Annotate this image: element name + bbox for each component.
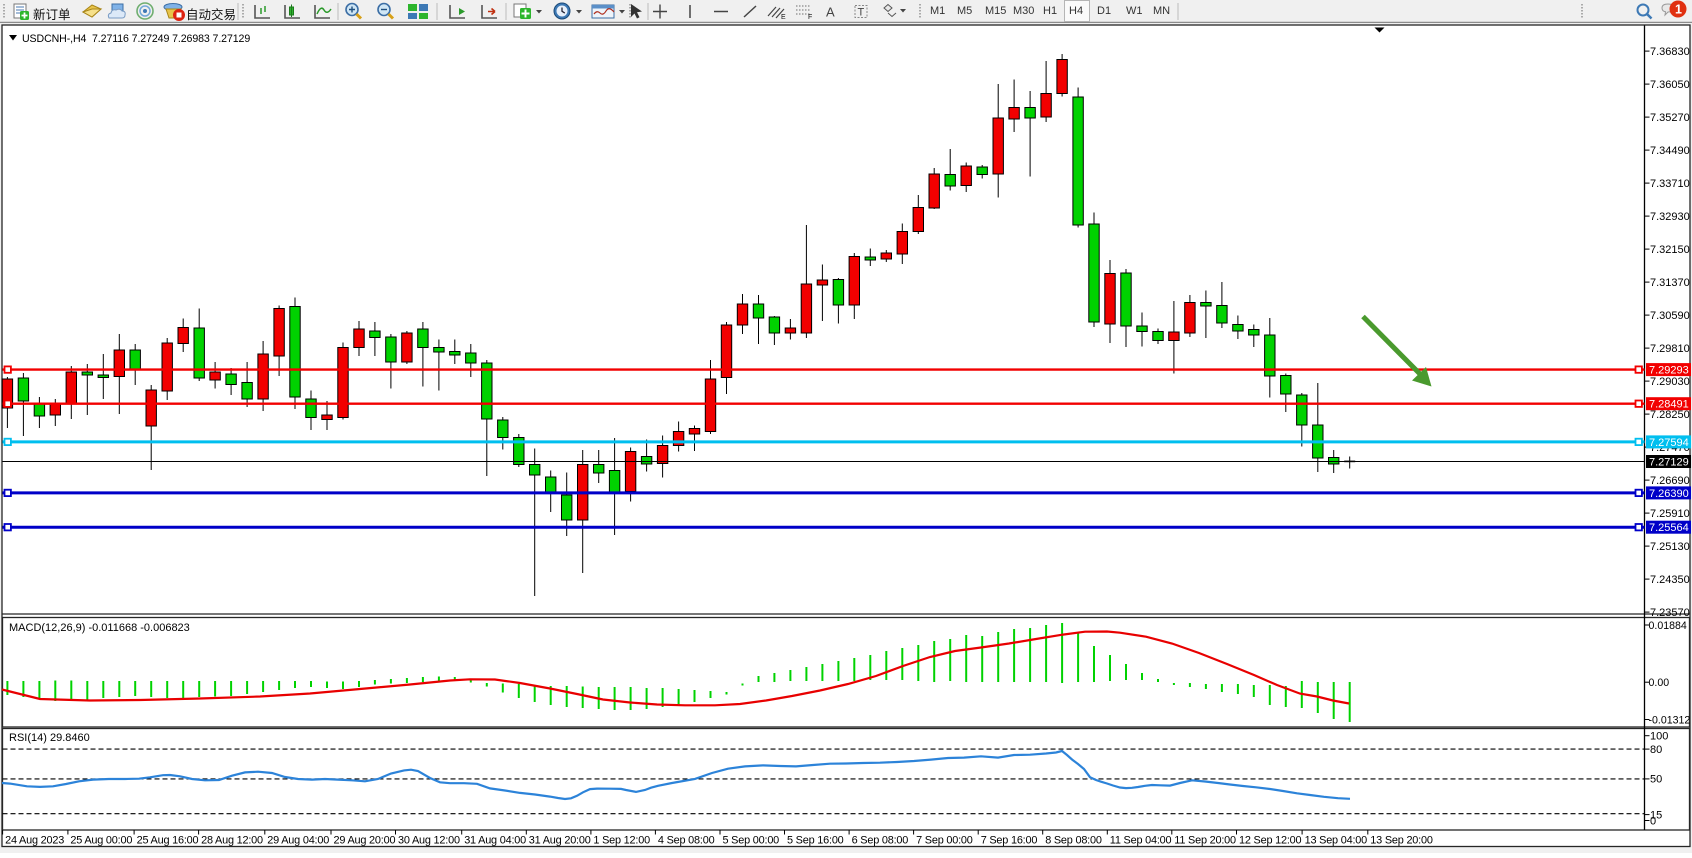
svg-text:7.26690: 7.26690 <box>1650 475 1690 487</box>
svg-text:29 Aug 04:00: 29 Aug 04:00 <box>267 835 329 847</box>
svg-text:50: 50 <box>1650 774 1662 786</box>
svg-text:7.25910: 7.25910 <box>1650 508 1690 520</box>
svg-text:30 Aug 12:00: 30 Aug 12:00 <box>398 835 460 847</box>
svg-text:MACD(12,26,9) -0.011668 -0.006: MACD(12,26,9) -0.011668 -0.006823 <box>9 622 190 634</box>
svg-text:7.29810: 7.29810 <box>1650 343 1690 355</box>
svg-text:7.33710: 7.33710 <box>1650 178 1690 190</box>
svg-text:7.27129: 7.27129 <box>1649 457 1689 469</box>
svg-text:7.30590: 7.30590 <box>1650 310 1690 322</box>
svg-text:7.31370: 7.31370 <box>1650 277 1690 289</box>
svg-text:80: 80 <box>1650 744 1662 756</box>
svg-text:RSI(14) 29.8460: RSI(14) 29.8460 <box>9 732 90 744</box>
svg-text:24 Aug 2023: 24 Aug 2023 <box>5 835 64 847</box>
svg-text:29 Aug 20:00: 29 Aug 20:00 <box>334 835 396 847</box>
svg-text:7.36050: 7.36050 <box>1650 79 1690 91</box>
svg-text:6 Sep 08:00: 6 Sep 08:00 <box>852 835 909 847</box>
svg-text:4 Sep 08:00: 4 Sep 08:00 <box>658 835 715 847</box>
svg-text:11 Sep 04:00: 11 Sep 04:00 <box>1110 835 1172 847</box>
svg-text:7.29030: 7.29030 <box>1650 376 1690 388</box>
svg-text:T: T <box>858 7 865 19</box>
svg-text:7.29293: 7.29293 <box>1649 365 1689 377</box>
svg-text:31 Aug 20:00: 31 Aug 20:00 <box>529 835 591 847</box>
svg-text:12 Sep 12:00: 12 Sep 12:00 <box>1239 835 1302 847</box>
svg-text:28 Aug 12:00: 28 Aug 12:00 <box>201 835 263 847</box>
svg-text:7 Sep 00:00: 7 Sep 00:00 <box>916 835 973 847</box>
svg-text:7.36830: 7.36830 <box>1650 46 1690 58</box>
svg-text:7.25130: 7.25130 <box>1650 541 1690 553</box>
svg-text:7.28491: 7.28491 <box>1649 399 1689 411</box>
svg-text:13 Sep 04:00: 13 Sep 04:00 <box>1305 835 1368 847</box>
svg-text:7 Sep 16:00: 7 Sep 16:00 <box>981 835 1038 847</box>
svg-text:7.32150: 7.32150 <box>1650 244 1690 256</box>
svg-text:5 Sep 00:00: 5 Sep 00:00 <box>723 835 780 847</box>
svg-text:7.26390: 7.26390 <box>1649 488 1689 500</box>
svg-text:25 Aug 00:00: 25 Aug 00:00 <box>70 835 132 847</box>
svg-text:1 Sep 12:00: 1 Sep 12:00 <box>593 835 650 847</box>
svg-text:E: E <box>781 14 786 21</box>
svg-text:31 Aug 04:00: 31 Aug 04:00 <box>464 835 526 847</box>
svg-text:USDCNH-,H4 7.27116 7.27249 7.: USDCNH-,H4 7.27116 7.27249 7.26983 7.271… <box>22 33 250 45</box>
svg-text:7.24350: 7.24350 <box>1650 574 1690 586</box>
svg-text:11 Sep 20:00: 11 Sep 20:00 <box>1174 835 1236 847</box>
svg-text:0.01884: 0.01884 <box>1649 620 1687 632</box>
svg-text:7.27594: 7.27594 <box>1649 437 1689 449</box>
svg-text:7.34490: 7.34490 <box>1650 145 1690 157</box>
svg-text:13 Sep 20:00: 13 Sep 20:00 <box>1370 835 1433 847</box>
svg-text:8 Sep 08:00: 8 Sep 08:00 <box>1045 835 1102 847</box>
svg-text:A: A <box>826 5 835 20</box>
svg-text:7.32930: 7.32930 <box>1650 211 1690 223</box>
svg-text:0: 0 <box>1650 815 1656 827</box>
svg-text:1: 1 <box>1675 3 1682 17</box>
svg-text:100: 100 <box>1650 731 1668 743</box>
svg-text:7.25564: 7.25564 <box>1649 522 1689 534</box>
svg-text:25 Aug 16:00: 25 Aug 16:00 <box>137 835 199 847</box>
svg-text:0.00: 0.00 <box>1649 677 1670 689</box>
svg-text:7.28250: 7.28250 <box>1650 409 1690 421</box>
svg-text:-0.01312: -0.01312 <box>1649 714 1691 726</box>
svg-text:7.35270: 7.35270 <box>1650 112 1690 124</box>
svg-text:5 Sep 16:00: 5 Sep 16:00 <box>787 835 844 847</box>
svg-text:15: 15 <box>1650 809 1662 821</box>
svg-text:F: F <box>808 14 812 21</box>
svg-text:7.23570: 7.23570 <box>1650 607 1690 619</box>
